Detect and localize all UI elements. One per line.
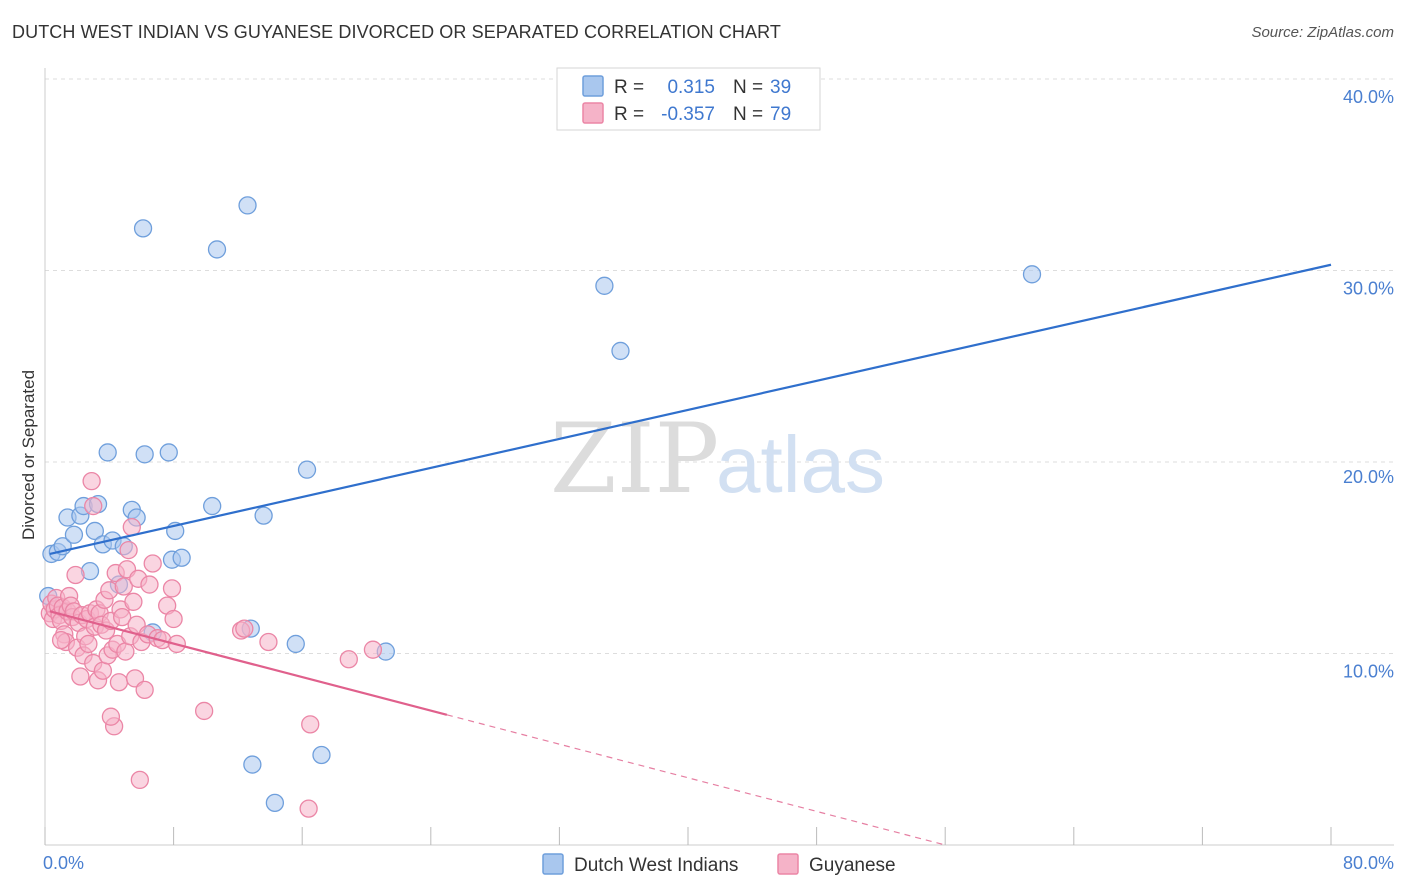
point-dutch-west-indian xyxy=(297,460,317,479)
legend-r-label-blue: R = xyxy=(614,77,644,98)
legend-n-value-blue: 39 xyxy=(770,77,791,98)
legend-n-label-blue: N = xyxy=(733,77,763,98)
point-dutch-west-indian xyxy=(172,548,191,567)
point-guyanese xyxy=(363,640,383,659)
point-dutch-west-indian xyxy=(64,525,84,544)
point-dutch-west-indian xyxy=(286,634,305,654)
legend-r-value-pink: -0.357 xyxy=(661,104,715,125)
grid-lines xyxy=(45,78,1394,654)
point-dutch-west-indian xyxy=(85,521,104,541)
point-guyanese xyxy=(82,471,101,491)
legend-box: R = 0.315 N = 39 R = -0.357 N = 79 xyxy=(556,67,821,131)
watermark-atlas: atlas xyxy=(716,420,885,509)
y-tick-label: 10.0% xyxy=(1343,662,1394,682)
point-guyanese xyxy=(130,770,149,790)
point-dutch-west-indian xyxy=(1022,265,1042,284)
point-dutch-west-indian xyxy=(135,445,154,464)
point-guyanese xyxy=(101,707,121,726)
point-guyanese xyxy=(143,554,162,573)
point-dutch-west-indian xyxy=(265,793,285,813)
bottom-legend-label-pink: Guyanese xyxy=(809,855,896,876)
point-guyanese xyxy=(162,579,182,598)
chart-title: DUTCH WEST INDIAN VS GUYANESE DIVORCED O… xyxy=(12,22,781,42)
point-guyanese xyxy=(124,592,143,611)
bottom-legend: Dutch West Indians Guyanese xyxy=(542,853,896,876)
y-tick-label: 30.0% xyxy=(1343,279,1394,299)
point-guyanese xyxy=(109,673,129,692)
point-guyanese xyxy=(116,642,135,661)
bottom-legend-swatch-pink xyxy=(777,853,799,875)
bottom-legend-label-blue: Dutch West Indians xyxy=(574,855,738,876)
point-dutch-west-indian xyxy=(98,443,117,462)
point-guyanese xyxy=(113,607,132,627)
point-guyanese xyxy=(79,634,98,654)
axes xyxy=(44,68,1394,846)
legend-n-value-pink: 79 xyxy=(770,104,791,125)
point-dutch-west-indian xyxy=(133,219,153,238)
point-guyanese xyxy=(259,632,278,652)
point-guyanese xyxy=(235,619,254,638)
point-guyanese xyxy=(66,565,85,585)
legend-r-label-pink: R = xyxy=(614,104,644,125)
point-guyanese xyxy=(140,575,159,594)
point-guyanese xyxy=(339,650,358,669)
point-guyanese xyxy=(93,661,113,680)
point-dutch-west-indian xyxy=(254,506,273,525)
y-tick-label: 20.0% xyxy=(1343,467,1394,487)
point-guyanese xyxy=(135,680,154,700)
point-guyanese xyxy=(301,715,320,734)
point-dutch-west-indian xyxy=(159,443,178,462)
point-dutch-west-indian xyxy=(595,276,614,295)
trend-line-dutch-west-indian xyxy=(49,263,1332,555)
point-dutch-west-indian xyxy=(312,745,331,765)
point-guyanese xyxy=(299,799,318,818)
legend-r-value-blue: 0.315 xyxy=(667,77,715,98)
point-dutch-west-indian xyxy=(238,196,257,215)
point-guyanese xyxy=(51,630,71,650)
point-dutch-west-indian xyxy=(203,496,222,516)
watermark: ZIP atlas xyxy=(550,403,885,515)
legend-n-label-pink: N = xyxy=(733,104,763,125)
x-tick-label-max: 80.0% xyxy=(1343,853,1394,873)
source-label: Source: ZipAtlas.com xyxy=(1251,24,1394,41)
watermark-zip: ZIP xyxy=(550,403,719,515)
point-dutch-west-indian xyxy=(243,755,262,774)
point-guyanese xyxy=(114,577,133,596)
legend-swatch-blue xyxy=(582,75,604,97)
series-layer xyxy=(39,196,1332,846)
point-guyanese xyxy=(194,701,214,721)
point-dutch-west-indian xyxy=(611,341,630,361)
y-axis-label: Divorced or Separated xyxy=(19,370,38,540)
point-dutch-west-indian xyxy=(207,240,227,259)
point-guyanese xyxy=(71,667,90,686)
point-guyanese xyxy=(84,496,103,516)
bottom-legend-swatch-blue xyxy=(542,853,564,875)
legend-swatch-pink xyxy=(582,102,604,124)
point-guyanese xyxy=(164,609,183,629)
point-guyanese xyxy=(119,540,138,560)
x-tick-label-min: 0.0% xyxy=(43,853,84,873)
y-tick-label: 40.0% xyxy=(1343,87,1394,107)
trend-line-extension-guyanese xyxy=(446,714,946,846)
series-dutch-west-indian xyxy=(39,196,1042,813)
trend-line-guyanese xyxy=(49,610,448,716)
tick-labels: 10.0% 20.0% 30.0% 40.0% 0.0% 80.0% xyxy=(43,87,1394,873)
